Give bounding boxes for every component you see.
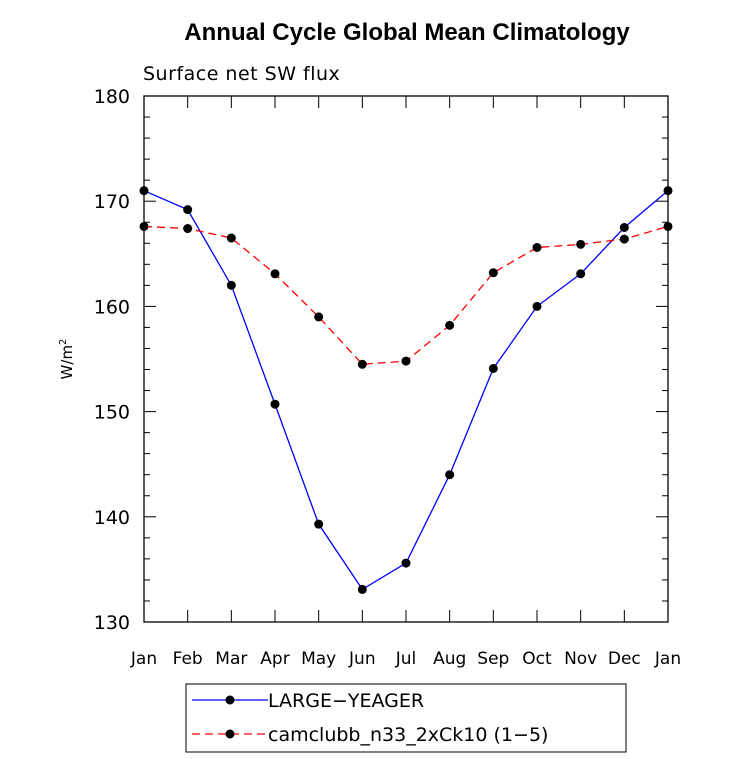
series-1-point <box>357 359 367 369</box>
legend: LARGE−YEAGER camclubb_n33_2xCk10 (1−5) <box>185 683 627 753</box>
series-1-point <box>226 233 236 243</box>
x-tick-label: Mar <box>215 649 247 669</box>
series-line-1 <box>143 225 669 365</box>
y-axis-label: W/m2 <box>58 339 76 380</box>
x-tick-label: Dec <box>608 649 641 669</box>
y-axis-label-superscript: 2 <box>58 339 69 345</box>
x-tick-label: Jul <box>395 649 417 669</box>
legend-box <box>185 683 627 753</box>
x-tick-label: Sep <box>477 649 509 669</box>
series-0-point <box>663 186 673 196</box>
chart-subtitle: Surface net SW flux <box>143 63 340 85</box>
y-tick-label: 150 <box>94 402 130 424</box>
series-1-point <box>663 221 673 231</box>
axis-ticks <box>143 95 669 623</box>
series-1-point <box>445 320 455 330</box>
series-1-point <box>532 242 542 252</box>
series-0-point <box>357 584 367 594</box>
series-1-point <box>270 269 280 279</box>
y-tick-label: 140 <box>94 507 130 529</box>
y-tick-label: 180 <box>94 86 130 108</box>
series-1-point <box>488 268 498 278</box>
series-0-point <box>314 519 324 529</box>
x-tick-label: Feb <box>173 649 203 669</box>
x-tick-label: Oct <box>522 649 552 669</box>
legend-label-camclubb: camclubb_n33_2xCk10 (1−5) <box>268 724 548 746</box>
series-1-point <box>401 356 411 366</box>
y-tick-label: 130 <box>94 612 130 634</box>
series-0-point <box>183 205 193 215</box>
series-group <box>139 186 673 594</box>
series-1-point <box>139 221 149 231</box>
x-tick-label: Apr <box>260 649 289 669</box>
series-0-point <box>488 363 498 373</box>
series-0-point <box>445 470 455 480</box>
series-line-0 <box>143 190 669 591</box>
y-tick-label: 160 <box>94 296 130 318</box>
x-tick-label: Aug <box>433 649 466 669</box>
x-tick-label: Jun <box>348 649 376 669</box>
series-1-point <box>183 224 193 234</box>
y-axis-label-unit: W/m <box>58 345 76 380</box>
x-tick-labels: Jan Feb Mar Apr May Jun Jul Aug Sep Oct Nov Dec Jan <box>130 649 681 669</box>
series-1-point <box>314 312 324 322</box>
y-tick-labels: 130 140 150 160 170 180 <box>94 86 130 634</box>
series-0-point <box>139 186 149 196</box>
series-0-point <box>619 223 629 232</box>
series-0-point <box>270 399 280 409</box>
series-0-point <box>401 558 411 568</box>
x-tick-label: May <box>301 649 336 669</box>
x-tick-label: Jan <box>130 649 157 669</box>
series-1-point <box>619 234 629 244</box>
legend-marker-camclubb <box>225 729 235 739</box>
series-0-point <box>576 269 586 279</box>
series-1-point <box>576 239 586 249</box>
y-tick-label: 170 <box>94 191 130 213</box>
chart-title: Annual Cycle Global Mean Climatology <box>184 19 630 46</box>
series-0-point <box>226 280 236 290</box>
legend-label-large-yeager: LARGE−YEAGER <box>268 690 424 712</box>
legend-marker-large-yeager <box>225 695 235 705</box>
series-0-point <box>532 301 542 311</box>
x-tick-label: Nov <box>564 649 597 669</box>
x-tick-label: Jan <box>654 649 681 669</box>
